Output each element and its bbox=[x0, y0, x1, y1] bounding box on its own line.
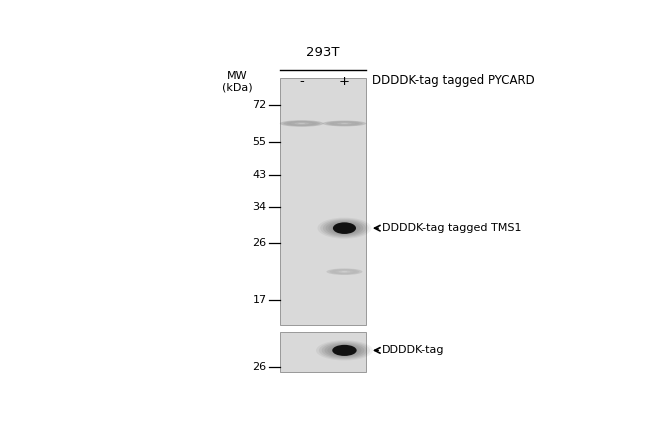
Ellipse shape bbox=[333, 346, 356, 354]
Text: MW
(kDa): MW (kDa) bbox=[222, 71, 253, 92]
Ellipse shape bbox=[333, 224, 356, 233]
Ellipse shape bbox=[298, 123, 305, 124]
Ellipse shape bbox=[339, 226, 350, 230]
Ellipse shape bbox=[324, 344, 365, 357]
Ellipse shape bbox=[341, 271, 348, 272]
Text: 34: 34 bbox=[252, 202, 266, 212]
Ellipse shape bbox=[328, 222, 361, 235]
Bar bbox=[280, 332, 366, 372]
Ellipse shape bbox=[323, 220, 366, 237]
Ellipse shape bbox=[287, 121, 316, 126]
Text: 293T: 293T bbox=[306, 46, 340, 59]
Ellipse shape bbox=[326, 221, 363, 235]
Text: 55: 55 bbox=[253, 137, 266, 147]
Ellipse shape bbox=[335, 270, 354, 273]
Ellipse shape bbox=[328, 344, 361, 357]
Ellipse shape bbox=[333, 122, 356, 125]
Ellipse shape bbox=[332, 345, 357, 356]
Text: 26: 26 bbox=[252, 238, 266, 248]
Text: DDDDK-tag: DDDDK-tag bbox=[382, 345, 445, 355]
Ellipse shape bbox=[330, 345, 359, 355]
Ellipse shape bbox=[291, 122, 313, 125]
Text: +: + bbox=[339, 75, 350, 88]
Ellipse shape bbox=[280, 120, 324, 127]
Ellipse shape bbox=[336, 347, 353, 353]
Text: 26: 26 bbox=[252, 362, 266, 373]
Text: -: - bbox=[299, 75, 304, 88]
Ellipse shape bbox=[342, 349, 347, 352]
Ellipse shape bbox=[320, 219, 369, 238]
Ellipse shape bbox=[330, 269, 359, 274]
Ellipse shape bbox=[317, 218, 371, 239]
Ellipse shape bbox=[322, 342, 367, 358]
Ellipse shape bbox=[330, 122, 359, 125]
Ellipse shape bbox=[316, 340, 373, 360]
Ellipse shape bbox=[339, 349, 350, 352]
Ellipse shape bbox=[333, 222, 356, 234]
Ellipse shape bbox=[342, 227, 347, 229]
Text: DDDDK-tag tagged TMS1: DDDDK-tag tagged TMS1 bbox=[382, 223, 521, 233]
Ellipse shape bbox=[326, 121, 363, 126]
Ellipse shape bbox=[283, 121, 320, 126]
Ellipse shape bbox=[339, 271, 350, 273]
Text: 43: 43 bbox=[252, 170, 266, 180]
Ellipse shape bbox=[331, 223, 358, 233]
Text: 72: 72 bbox=[252, 100, 266, 111]
Bar bbox=[280, 78, 366, 325]
Ellipse shape bbox=[337, 122, 352, 124]
Text: DDDDK-tag tagged PYCARD: DDDDK-tag tagged PYCARD bbox=[372, 74, 535, 87]
Ellipse shape bbox=[336, 225, 352, 231]
Ellipse shape bbox=[341, 123, 348, 124]
Ellipse shape bbox=[319, 341, 370, 360]
Ellipse shape bbox=[322, 121, 367, 127]
Ellipse shape bbox=[332, 270, 356, 274]
Text: 17: 17 bbox=[252, 295, 266, 305]
Ellipse shape bbox=[294, 122, 309, 124]
Ellipse shape bbox=[326, 268, 363, 275]
